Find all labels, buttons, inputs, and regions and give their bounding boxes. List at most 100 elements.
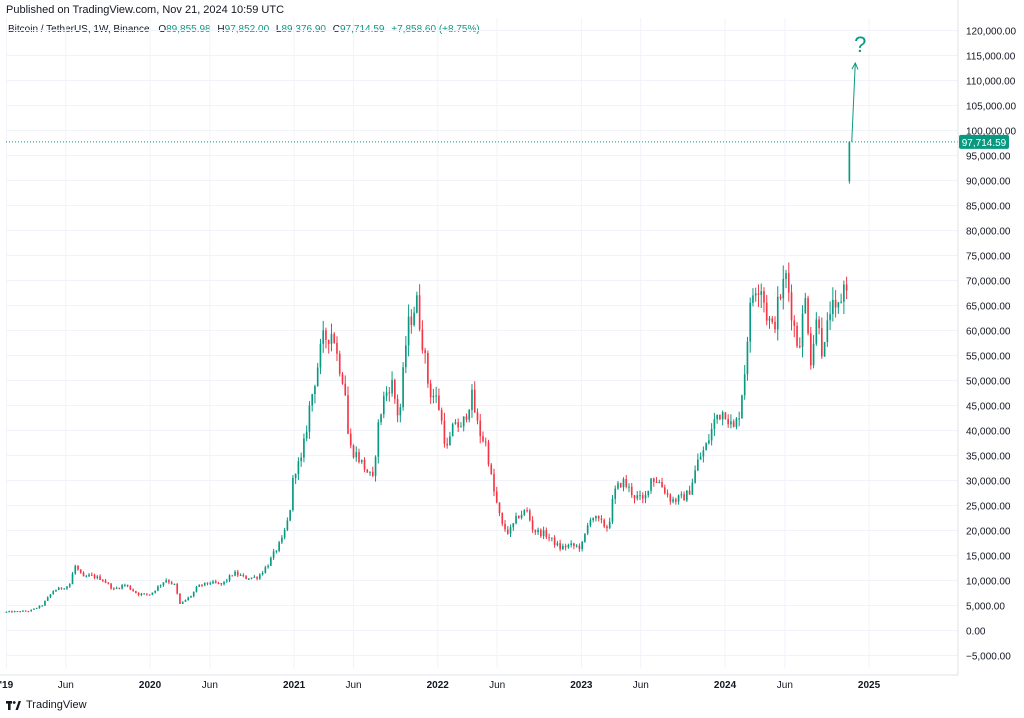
candle-body xyxy=(245,575,247,580)
candle-body xyxy=(495,491,498,503)
candle-body xyxy=(341,373,344,384)
y-tick-label: 60,000.00 xyxy=(966,327,1011,338)
candle-body xyxy=(804,298,807,314)
candle-body xyxy=(743,374,746,396)
candle-body xyxy=(625,478,628,487)
y-tick-label: 100,000.00 xyxy=(966,127,1016,138)
candle-body xyxy=(424,350,426,353)
candle-body xyxy=(330,333,333,344)
candle-body xyxy=(457,422,460,428)
y-tick-label: 70,000.00 xyxy=(966,277,1011,288)
candle-body xyxy=(449,436,451,446)
candle-body xyxy=(250,577,253,579)
candle-body xyxy=(575,545,578,547)
candle-body xyxy=(281,537,283,543)
candle-body xyxy=(41,605,44,607)
candle-body xyxy=(121,585,123,589)
candle-body xyxy=(52,591,55,595)
change-value: +7,858.60 (+8.75%) xyxy=(391,24,480,35)
y-tick-label: 5,000.00 xyxy=(966,602,1005,613)
open-value: 89,855.98 xyxy=(166,24,211,35)
candle-body xyxy=(545,530,548,538)
y-tick-label: 105,000.00 xyxy=(966,102,1016,113)
candle-body xyxy=(385,392,388,397)
candle-body xyxy=(24,610,27,612)
candle-body xyxy=(74,565,77,574)
candle-body xyxy=(697,459,699,471)
candle-body xyxy=(592,518,595,521)
y-tick-label: 120,000.00 xyxy=(966,27,1016,38)
candle-body xyxy=(606,526,608,529)
candle-body xyxy=(843,284,845,302)
candle-body xyxy=(278,542,280,551)
candle-body xyxy=(214,581,217,583)
candle-body xyxy=(512,523,515,528)
candle-body xyxy=(818,319,820,329)
candle-body xyxy=(523,510,526,515)
candle-body xyxy=(380,414,382,423)
candle-body xyxy=(473,389,476,413)
overlays: 97,714.59? xyxy=(6,32,1009,149)
y-tick-label: 0.00 xyxy=(966,627,986,638)
candle-body xyxy=(206,582,209,584)
low-value: 89,376.90 xyxy=(281,24,326,35)
candle-body xyxy=(686,490,688,501)
candle-body xyxy=(595,515,597,519)
candle-body xyxy=(93,574,96,579)
candle-body xyxy=(765,302,768,321)
candle-body xyxy=(647,490,650,496)
candle-body xyxy=(584,533,586,542)
candle-body xyxy=(294,474,297,479)
candle-body xyxy=(537,529,539,533)
candle-body xyxy=(173,583,176,585)
candle-body xyxy=(247,578,250,580)
candle-body xyxy=(154,590,156,593)
candle-body xyxy=(96,576,99,579)
candle-body xyxy=(107,582,110,584)
candle-body xyxy=(157,586,159,591)
high-value: 97,852.00 xyxy=(224,24,270,35)
y-tick-label: 90,000.00 xyxy=(966,177,1011,188)
candle-body xyxy=(680,494,683,496)
candle-body xyxy=(314,386,316,395)
candle-body xyxy=(181,601,184,604)
candle-body xyxy=(746,341,749,375)
candle-body xyxy=(482,436,484,442)
candle-body xyxy=(787,273,790,293)
candle-body xyxy=(165,580,168,583)
candle-body xyxy=(413,312,415,325)
candle-body xyxy=(848,141,851,182)
candle-body xyxy=(126,584,129,587)
candle-body xyxy=(438,395,440,410)
candle-body xyxy=(498,502,501,513)
candle-body xyxy=(286,520,289,530)
candle-body xyxy=(184,600,187,602)
candle-body xyxy=(528,510,531,521)
candle-body xyxy=(719,414,721,420)
candle-body xyxy=(741,395,743,419)
candle-body xyxy=(55,590,57,592)
x-tick-label: '19 xyxy=(0,680,14,691)
candle-body xyxy=(176,583,179,594)
low-label: L xyxy=(275,24,282,35)
candle-body xyxy=(333,333,336,343)
x-tick-label: Jun xyxy=(345,680,361,691)
candle-body xyxy=(203,582,206,586)
x-tick-label: Jun xyxy=(202,680,218,691)
candle-body xyxy=(600,518,603,520)
candle-body xyxy=(573,543,575,546)
candle-body xyxy=(344,383,347,396)
last-price-label: 97,714.59 xyxy=(962,138,1007,149)
candle-body xyxy=(253,576,256,578)
candle-body xyxy=(99,576,101,580)
candle-body xyxy=(661,482,663,488)
candle-body xyxy=(311,394,314,406)
candle-body xyxy=(225,580,228,582)
candle-body xyxy=(35,608,38,610)
candle-body xyxy=(490,464,493,474)
candle-body xyxy=(239,574,242,576)
tradingview-footer[interactable]: TradingView xyxy=(6,699,87,711)
candle-body xyxy=(394,380,396,399)
candle-body xyxy=(655,481,658,483)
